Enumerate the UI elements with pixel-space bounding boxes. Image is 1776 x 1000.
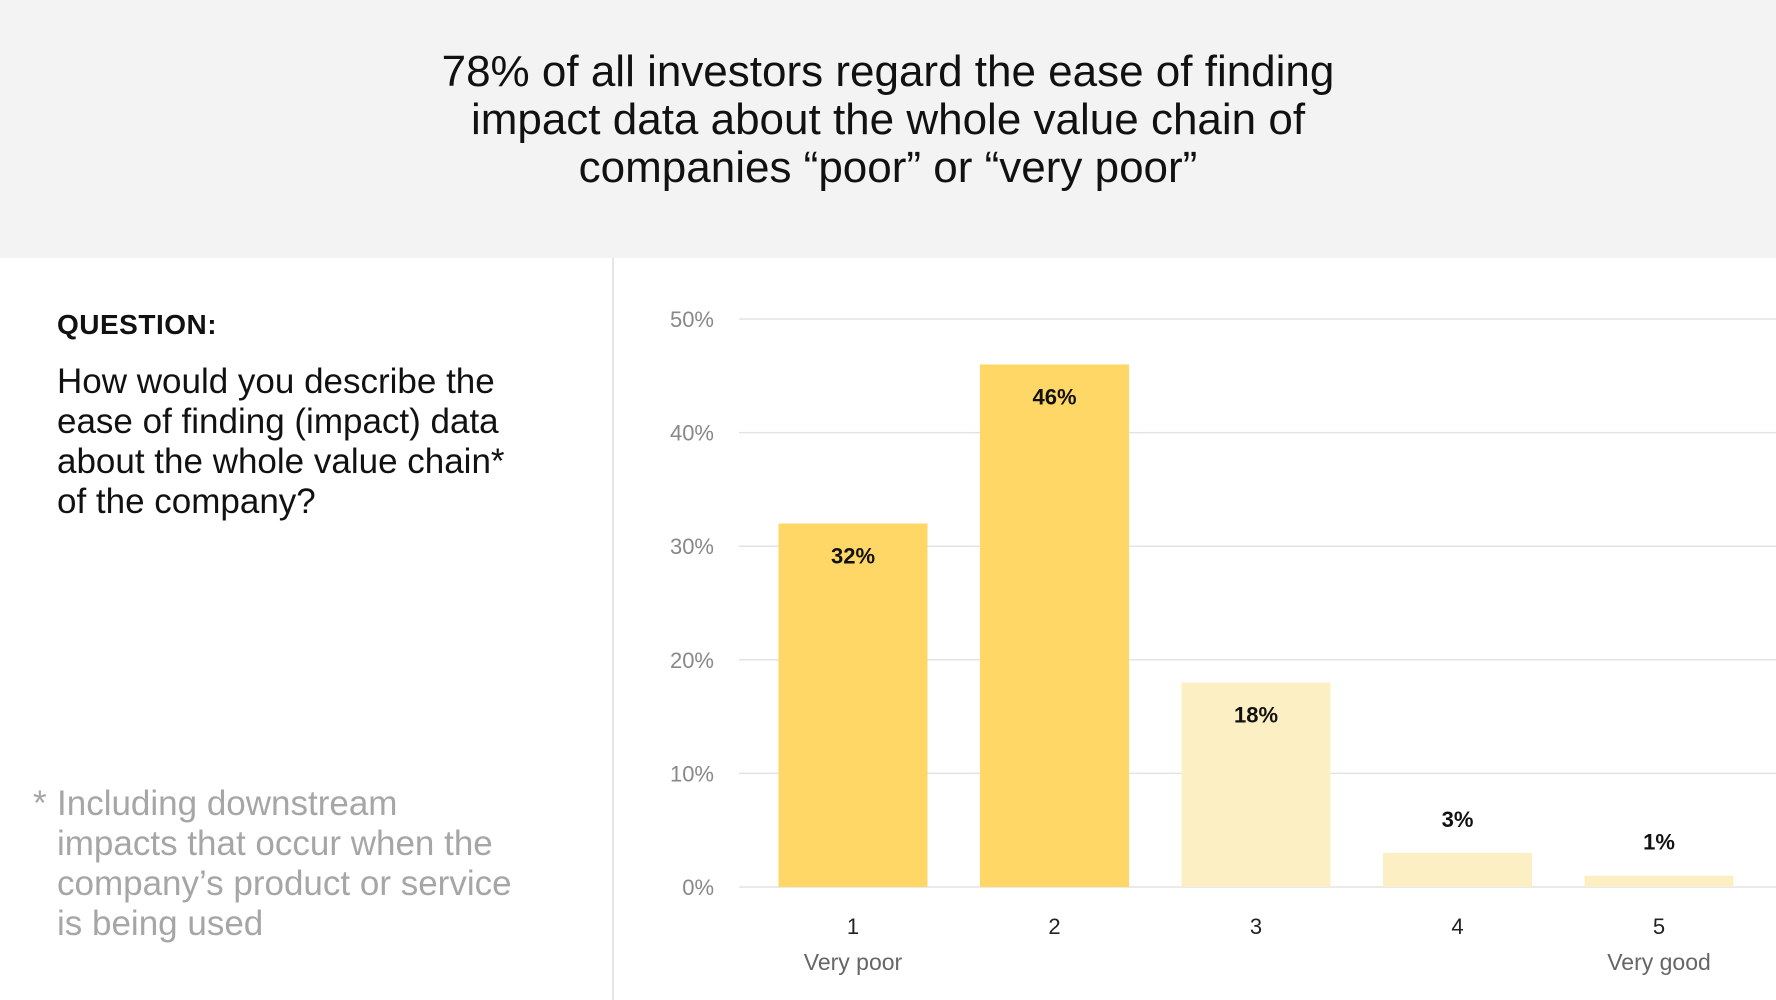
question-text: How would you describe the ease of findi… <box>57 362 505 521</box>
data-label: 46% <box>1032 384 1076 409</box>
y-tick-label: 30% <box>670 534 714 559</box>
y-tick-label: 10% <box>670 761 714 786</box>
bar <box>1584 875 1734 887</box>
data-label: 18% <box>1234 703 1278 728</box>
data-label: 3% <box>1442 807 1474 832</box>
y-tick-label: 0% <box>682 875 714 900</box>
y-tick-label: 50% <box>670 307 714 332</box>
bar <box>1181 682 1331 887</box>
x-tick-sublabel: Very poor <box>804 949 903 975</box>
panel-divider <box>612 258 614 1000</box>
data-label: 1% <box>1643 830 1675 855</box>
x-tick-label: 5 <box>1653 914 1665 939</box>
headline: 78% of all investors regard the ease of … <box>441 47 1335 192</box>
bar <box>980 364 1129 887</box>
x-tick-sublabel: Very good <box>1607 949 1711 975</box>
x-tick-label: 2 <box>1048 914 1060 939</box>
data-label: 32% <box>831 543 875 568</box>
bar <box>1383 852 1532 887</box>
question-label: QUESTION: <box>57 309 218 340</box>
bar <box>778 523 928 887</box>
x-tick-label: 1 <box>847 914 859 939</box>
header-banner: 78% of all investors regard the ease of … <box>0 0 1776 258</box>
y-tick-label: 40% <box>670 421 714 446</box>
x-tick-label: 4 <box>1451 914 1463 939</box>
x-tick-label: 3 <box>1250 914 1262 939</box>
footnote-text: Including downstream impacts that occur … <box>57 784 512 943</box>
bar-chart: 0% 10% 20% 30% 40% 50% 32% 1 Very poor 46% 2 18% 3 3%… <box>670 307 1776 975</box>
y-tick-label: 20% <box>670 648 714 673</box>
footnote: * Including downstream impacts that occu… <box>33 784 517 944</box>
footnote-asterisk: * <box>33 784 47 823</box>
